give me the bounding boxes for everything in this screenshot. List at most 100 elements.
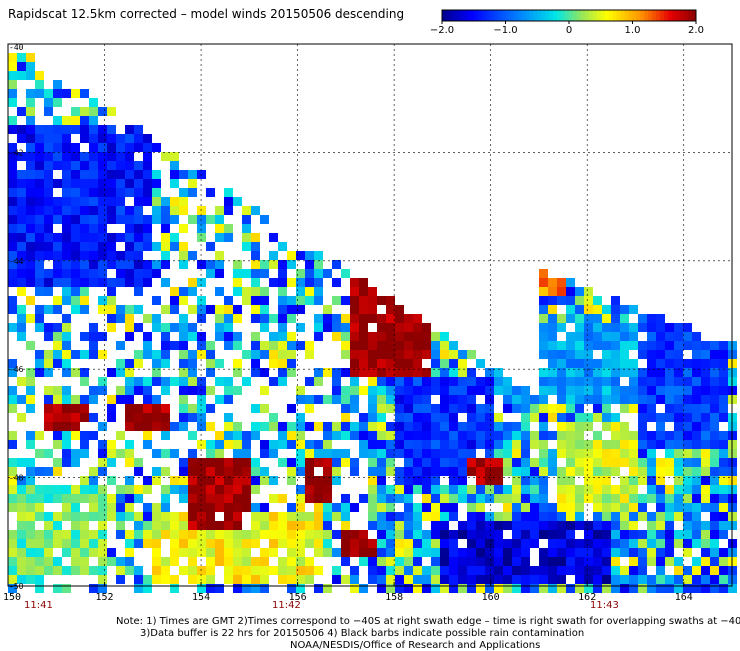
heatmap-cell (638, 431, 647, 440)
heatmap-cell (17, 494, 26, 503)
heatmap-cell (8, 494, 17, 503)
heatmap-cell (116, 359, 125, 368)
heatmap-cell (44, 269, 53, 278)
colorbar-segment (680, 10, 685, 21)
heatmap-cell (431, 575, 440, 584)
heatmap-cell (683, 377, 692, 386)
x-tick-label: 150 (3, 592, 21, 603)
heatmap-cell (26, 404, 35, 413)
heatmap-cell (44, 332, 53, 341)
heatmap-cell (242, 566, 251, 575)
heatmap-cell (287, 521, 296, 530)
heatmap-cell (521, 521, 530, 530)
heatmap-cell (431, 422, 440, 431)
heatmap-cell (386, 350, 395, 359)
heatmap-cell (224, 224, 233, 233)
heatmap-cell (143, 134, 152, 143)
heatmap-cell (305, 287, 314, 296)
heatmap-cell (161, 152, 170, 161)
heatmap-cell (422, 503, 431, 512)
heatmap-cell (341, 512, 350, 521)
heatmap-cell (35, 575, 44, 584)
heatmap-cell (386, 449, 395, 458)
heatmap-cell (458, 584, 467, 593)
heatmap-cell (404, 431, 413, 440)
heatmap-cell (611, 503, 620, 512)
heatmap-cell (161, 350, 170, 359)
heatmap-cell (296, 449, 305, 458)
heatmap-cell (125, 476, 134, 485)
heatmap-cell (287, 404, 296, 413)
heatmap-cell (395, 332, 404, 341)
heatmap-cell (251, 512, 260, 521)
heatmap-cell (35, 287, 44, 296)
heatmap-cell (71, 89, 80, 98)
heatmap-cell (440, 530, 449, 539)
heatmap-cell (512, 530, 521, 539)
heatmap-cell (233, 368, 242, 377)
heatmap-cell (44, 368, 53, 377)
heatmap-cell (431, 377, 440, 386)
heatmap-cell (53, 206, 62, 215)
heatmap-cell (458, 386, 467, 395)
heatmap-cell (53, 134, 62, 143)
heatmap-cell (584, 296, 593, 305)
heatmap-cell (629, 395, 638, 404)
heatmap-cell (692, 566, 701, 575)
heatmap-cell (593, 440, 602, 449)
heatmap-cell (278, 341, 287, 350)
heatmap-cell (341, 386, 350, 395)
heatmap-cell (53, 233, 62, 242)
heatmap-cell (584, 368, 593, 377)
heatmap-cell (341, 557, 350, 566)
heatmap-cell (710, 350, 719, 359)
heatmap-cell (260, 548, 269, 557)
heatmap-cell (557, 377, 566, 386)
heatmap-cell (215, 224, 224, 233)
heatmap-cell (647, 413, 656, 422)
heatmap-cell (557, 350, 566, 359)
heatmap-cell (278, 350, 287, 359)
heatmap-cell (701, 341, 710, 350)
heatmap-cell (224, 197, 233, 206)
heatmap-cell (647, 314, 656, 323)
heatmap-cell (62, 206, 71, 215)
heatmap-cell (233, 449, 242, 458)
heatmap-cell (359, 548, 368, 557)
heatmap-cell (611, 485, 620, 494)
heatmap-cell (503, 422, 512, 431)
colorbar-segment (612, 10, 618, 21)
heatmap-cell (386, 575, 395, 584)
heatmap-cell (449, 386, 458, 395)
heatmap-cell (323, 395, 332, 404)
heatmap-cell (593, 341, 602, 350)
heatmap-cell (296, 431, 305, 440)
heatmap-cell (26, 233, 35, 242)
heatmap-cell (701, 440, 710, 449)
heatmap-cell (125, 224, 134, 233)
y-tick-label: -42 (9, 148, 24, 157)
heatmap-cell (152, 467, 161, 476)
heatmap-cell (485, 548, 494, 557)
heatmap-cell (404, 458, 413, 467)
heatmap-cell (251, 305, 260, 314)
heatmap-cell (611, 305, 620, 314)
heatmap-cell (233, 584, 242, 593)
heatmap-cell (53, 341, 62, 350)
heatmap-cell (368, 422, 377, 431)
heatmap-cell (260, 521, 269, 530)
heatmap-cell (575, 440, 584, 449)
heatmap-cell (89, 548, 98, 557)
heatmap-cell (107, 557, 116, 566)
heatmap-cell (377, 404, 386, 413)
heatmap-cell (8, 440, 17, 449)
heatmap-cell (404, 467, 413, 476)
heatmap-cell (62, 170, 71, 179)
heatmap-cell (395, 314, 404, 323)
heatmap-cell (197, 485, 206, 494)
heatmap-cell (8, 458, 17, 467)
heatmap-cell (242, 269, 251, 278)
heatmap-cell (305, 404, 314, 413)
heatmap-cell (44, 485, 53, 494)
heatmap-cell (386, 530, 395, 539)
